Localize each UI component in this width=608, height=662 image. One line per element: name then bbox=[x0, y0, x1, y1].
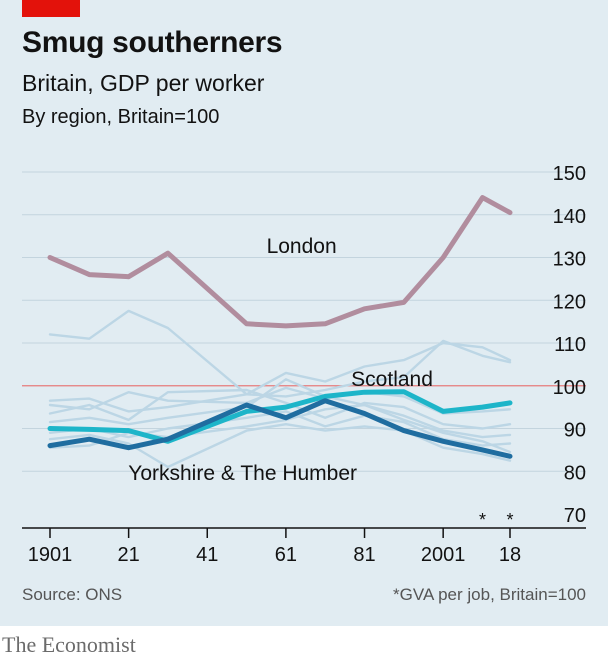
london-series-line bbox=[47, 195, 513, 329]
yorkshire-series-label: Yorkshire & The Humber bbox=[128, 462, 357, 485]
region-series-line bbox=[48, 378, 512, 439]
x-tick-label: 2001 bbox=[421, 544, 466, 566]
y-tick-label: 140 bbox=[553, 206, 586, 228]
yorkshire-series-line bbox=[47, 398, 513, 459]
axes: 70 80 90 100 110 120 130 140 150 1901 21 41 61 81 2001… bbox=[22, 163, 586, 566]
source-note: Source: ONS bbox=[22, 585, 123, 604]
publisher-logo: The Economist bbox=[2, 632, 136, 657]
scotland-series-label: Scotland bbox=[351, 368, 433, 391]
x-tick-label: 18 bbox=[499, 544, 521, 566]
x-tick-label: 41 bbox=[196, 544, 218, 566]
london-series-label: London bbox=[267, 235, 337, 258]
region-series-line bbox=[48, 403, 512, 454]
chart-panel bbox=[0, 0, 608, 626]
y-tick-label: 130 bbox=[553, 249, 586, 271]
x-tick-star-marker: * bbox=[479, 510, 486, 530]
y-tick-label: 100 bbox=[553, 377, 586, 399]
x-tick-star-marker: * bbox=[506, 510, 513, 530]
scotland-series-line bbox=[47, 389, 513, 444]
line-chart: 70 80 90 100 110 120 130 140 150 1901 21 41 61 81 2001… bbox=[22, 163, 586, 566]
x-tick-label: 1901 bbox=[28, 544, 73, 566]
series-labels: London Scotland Yorkshire & The Humber bbox=[128, 235, 433, 485]
y-tick-label: 70 bbox=[564, 505, 586, 527]
brand-red-bar bbox=[22, 0, 80, 17]
y-tick-label: 80 bbox=[564, 462, 586, 484]
footnote: *GVA per job, Britain=100 bbox=[393, 585, 586, 604]
y-tick-label: 110 bbox=[554, 334, 586, 356]
region-series-line bbox=[48, 423, 512, 469]
chart-unit-note: By region, Britain=100 bbox=[22, 106, 220, 128]
x-tick-label: 21 bbox=[118, 544, 140, 566]
y-tick-label: 150 bbox=[553, 163, 586, 185]
y-tick-label: 90 bbox=[564, 420, 586, 442]
y-tick-label: 120 bbox=[553, 291, 586, 313]
x-tick-label: 81 bbox=[353, 544, 375, 566]
chart-title: Smug southerners bbox=[22, 26, 283, 59]
chart-subtitle: Britain, GDP per worker bbox=[22, 70, 265, 96]
x-tick-label: 61 bbox=[275, 544, 297, 566]
highlighted-regions bbox=[47, 195, 513, 459]
region-series-line bbox=[48, 341, 512, 413]
